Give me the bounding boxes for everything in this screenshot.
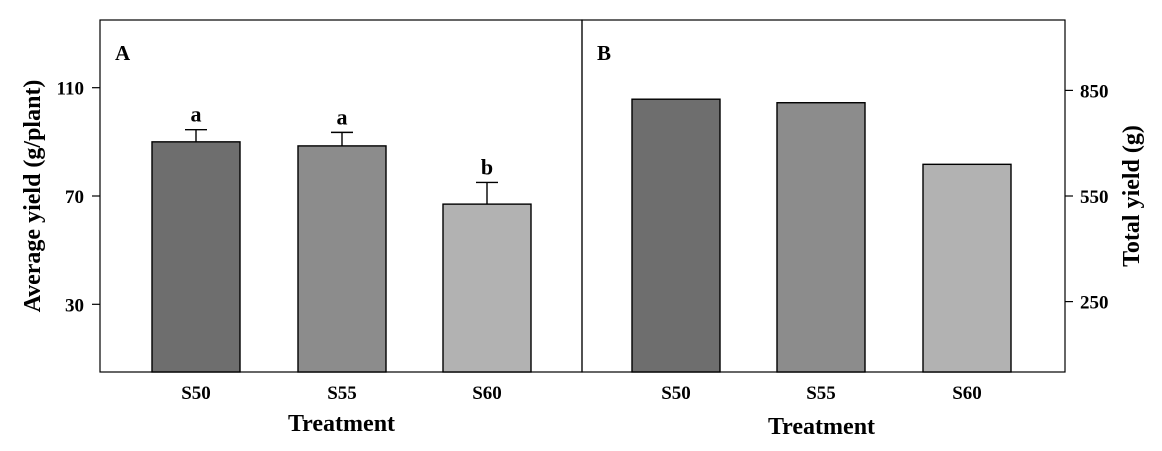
bar-s60	[922, 163, 1012, 373]
x-tick-label: S50	[181, 383, 211, 404]
significance-label: a	[191, 102, 202, 127]
bar-s55	[776, 102, 866, 373]
bar-s50	[631, 98, 721, 373]
y-tick-label: 70	[65, 187, 84, 208]
y-axis-title: Average yield (g/plant)	[20, 80, 46, 313]
panel-label: B	[597, 41, 611, 65]
x-tick-label: S60	[472, 383, 502, 404]
x-axis-title: Treatment	[288, 411, 395, 437]
bar-s50	[151, 141, 241, 373]
significance-label: a	[337, 104, 348, 129]
x-tick-label: S50	[661, 383, 691, 404]
x-tick-label: S55	[327, 383, 357, 404]
y-tick-label: 110	[57, 79, 84, 100]
panel-a: A 30 70 110 a S50 a S55 b S60 Treatment Average yie…	[20, 19, 583, 437]
y-tick-label: 250	[1080, 293, 1109, 314]
y-tick-label: 550	[1080, 187, 1109, 208]
panel-label: A	[115, 41, 131, 65]
x-tick-label: S60	[952, 383, 982, 404]
y-tick-label: 30	[65, 295, 84, 316]
significance-label: b	[481, 154, 493, 179]
x-tick-label: S55	[806, 383, 836, 404]
y-tick-label: 850	[1080, 81, 1109, 102]
bar-s60	[442, 203, 532, 373]
x-axis-title: Treatment	[768, 414, 875, 440]
y-axis-title: Total yield (g)	[1119, 125, 1145, 267]
panel-b: B 250 550 850 S50 S55 S60 Treatment Total yield …	[581, 19, 1145, 440]
bar-s55	[297, 145, 387, 373]
